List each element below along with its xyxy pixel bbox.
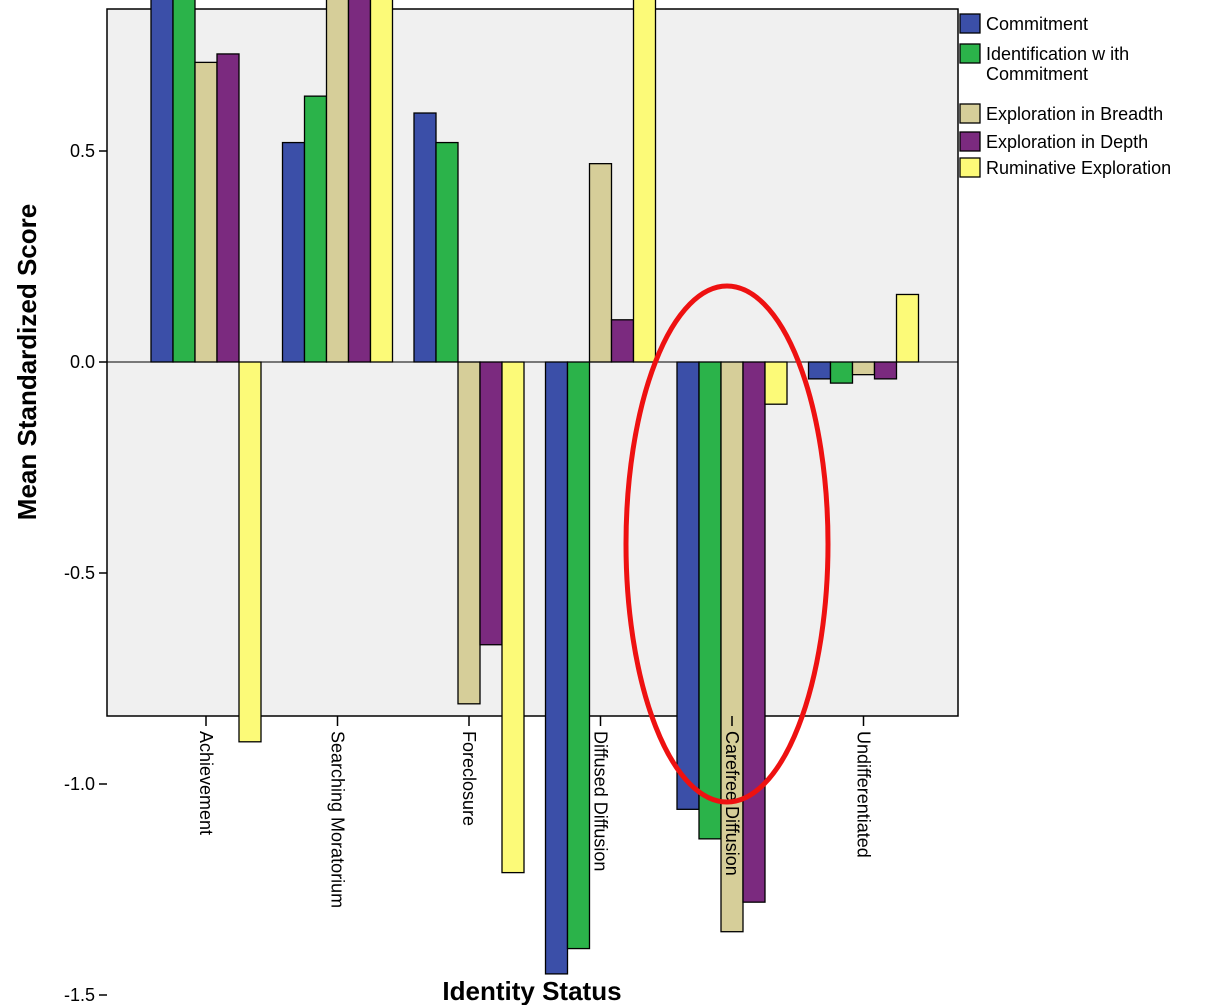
y-axis-title: Mean Standardized Score [12, 204, 42, 520]
y-tick-label: 0.5 [70, 141, 95, 161]
legend-swatch [959, 103, 981, 124]
bar [544, 361, 569, 975]
legend-swatch [959, 131, 981, 152]
legend-label: Commitment [986, 64, 1088, 84]
bar [216, 53, 240, 363]
bar [435, 141, 459, 363]
bar [172, 0, 196, 363]
bar [347, 0, 372, 363]
bar [588, 163, 613, 363]
bar [895, 293, 920, 363]
y-tick-label: -1.5 [64, 985, 95, 1005]
x-tick-label: Foreclosure [459, 731, 479, 826]
bar [566, 361, 591, 950]
bar [676, 361, 700, 810]
bar [369, 0, 394, 363]
legend-label: Ruminative Exploration [986, 158, 1171, 178]
y-tick-label: -1.0 [64, 774, 95, 794]
bar [698, 361, 722, 840]
legend-label: Commitment [986, 14, 1088, 34]
bar [281, 141, 306, 363]
bar [501, 361, 525, 874]
x-tick-label: Searching Moratorium [328, 731, 348, 908]
bar [238, 361, 262, 743]
x-tick-label: Achievement [196, 731, 216, 835]
y-tick-label: 0.0 [70, 352, 95, 372]
bar [851, 361, 876, 376]
legend-swatch [959, 43, 981, 64]
bar [742, 361, 766, 903]
bar [479, 361, 503, 646]
bar [632, 0, 657, 363]
bar [807, 361, 832, 380]
bar [325, 0, 350, 363]
legend-label: Exploration in Depth [986, 132, 1148, 152]
legend-label: Identification w ith [986, 44, 1129, 64]
bar [873, 361, 898, 380]
bar [303, 95, 328, 363]
legend-label: Exploration in Breadth [986, 104, 1163, 124]
x-axis-title: Identity Status [442, 976, 621, 1005]
legend-swatch [959, 157, 981, 178]
bar [610, 319, 635, 363]
x-axis: Achievement Searching Moratorium Foreclosu… [196, 716, 874, 908]
bar [764, 361, 788, 405]
x-tick-label: Diffused Diffusion [591, 731, 611, 871]
y-axis: 1.51.00.50.0-0.5-1.0-1.5 [64, 141, 107, 1005]
bar [150, 0, 174, 363]
y-tick-label: -0.5 [64, 563, 95, 583]
bar [829, 361, 854, 384]
bars [150, 0, 920, 975]
bar [457, 361, 481, 705]
bar [413, 112, 437, 363]
x-tick-label: Undifferentiated [854, 731, 874, 858]
bar [194, 61, 218, 363]
legend-swatch [959, 13, 981, 34]
highlight-ellipse [623, 283, 831, 805]
